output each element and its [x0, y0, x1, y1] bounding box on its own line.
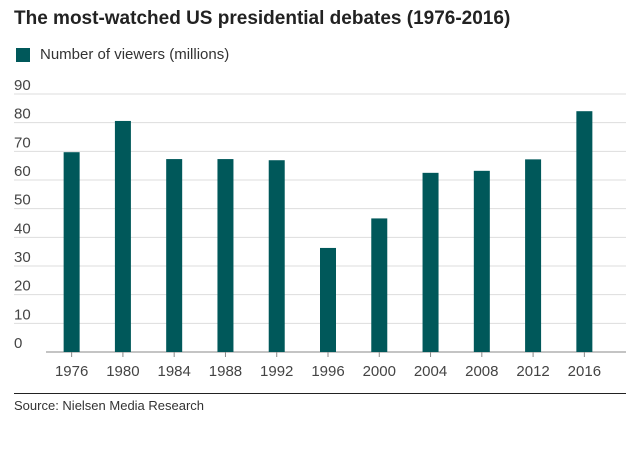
x-tick-label: 2004	[414, 363, 447, 380]
y-tick-label: 0	[14, 335, 22, 352]
bar-2004	[422, 172, 439, 352]
y-tick-label: 90	[14, 77, 31, 94]
y-tick-label: 80	[14, 106, 31, 123]
y-tick-label: 60	[14, 163, 31, 180]
bar-1996	[320, 247, 336, 352]
y-tick-label: 40	[14, 220, 31, 237]
x-tick-label: 2016	[568, 363, 601, 380]
source-note: Source: Nielsen Media Research	[14, 398, 205, 413]
legend-label: Number of viewers (millions)	[40, 46, 230, 63]
y-tick-label: 50	[14, 192, 31, 209]
bar-1980	[114, 120, 131, 353]
y-tick-label: 30	[14, 249, 31, 266]
y-tick-label: 70	[14, 134, 31, 151]
bar-1984	[166, 159, 183, 352]
bars	[63, 111, 593, 353]
x-tick-label: 1988	[209, 363, 242, 380]
bar-2000	[371, 218, 388, 352]
x-tick-label: 2000	[363, 363, 396, 380]
source-divider	[14, 393, 626, 394]
x-tick-label: 1996	[311, 363, 344, 380]
y-tick-label: 20	[14, 278, 31, 295]
bar-1988	[217, 159, 234, 352]
legend: Number of viewers (millions)	[16, 46, 229, 63]
bar-1992	[268, 160, 285, 352]
bar-1976	[63, 152, 80, 352]
bar-2016	[576, 111, 593, 352]
x-tick-label: 1980	[106, 363, 139, 380]
x-tick-label: 1984	[157, 363, 190, 380]
bar-2008	[473, 170, 490, 352]
x-tick-label: 1992	[260, 363, 293, 380]
bar-2012	[525, 159, 542, 352]
x-axis-ticks: 1976 1980 1984 1988 1992 1996 2000 2004 2008 2012…	[55, 352, 601, 380]
x-tick-label: 2008	[465, 363, 498, 380]
x-tick-label: 2012	[516, 363, 549, 380]
y-tick-label: 10	[14, 306, 31, 323]
x-tick-label: 1976	[55, 363, 88, 380]
y-axis-ticks: 0 10 20 30 40 50 60 70 80 90	[14, 77, 31, 352]
legend-swatch	[16, 47, 30, 62]
chart-title: The most-watched US presidential debates…	[14, 8, 511, 29]
